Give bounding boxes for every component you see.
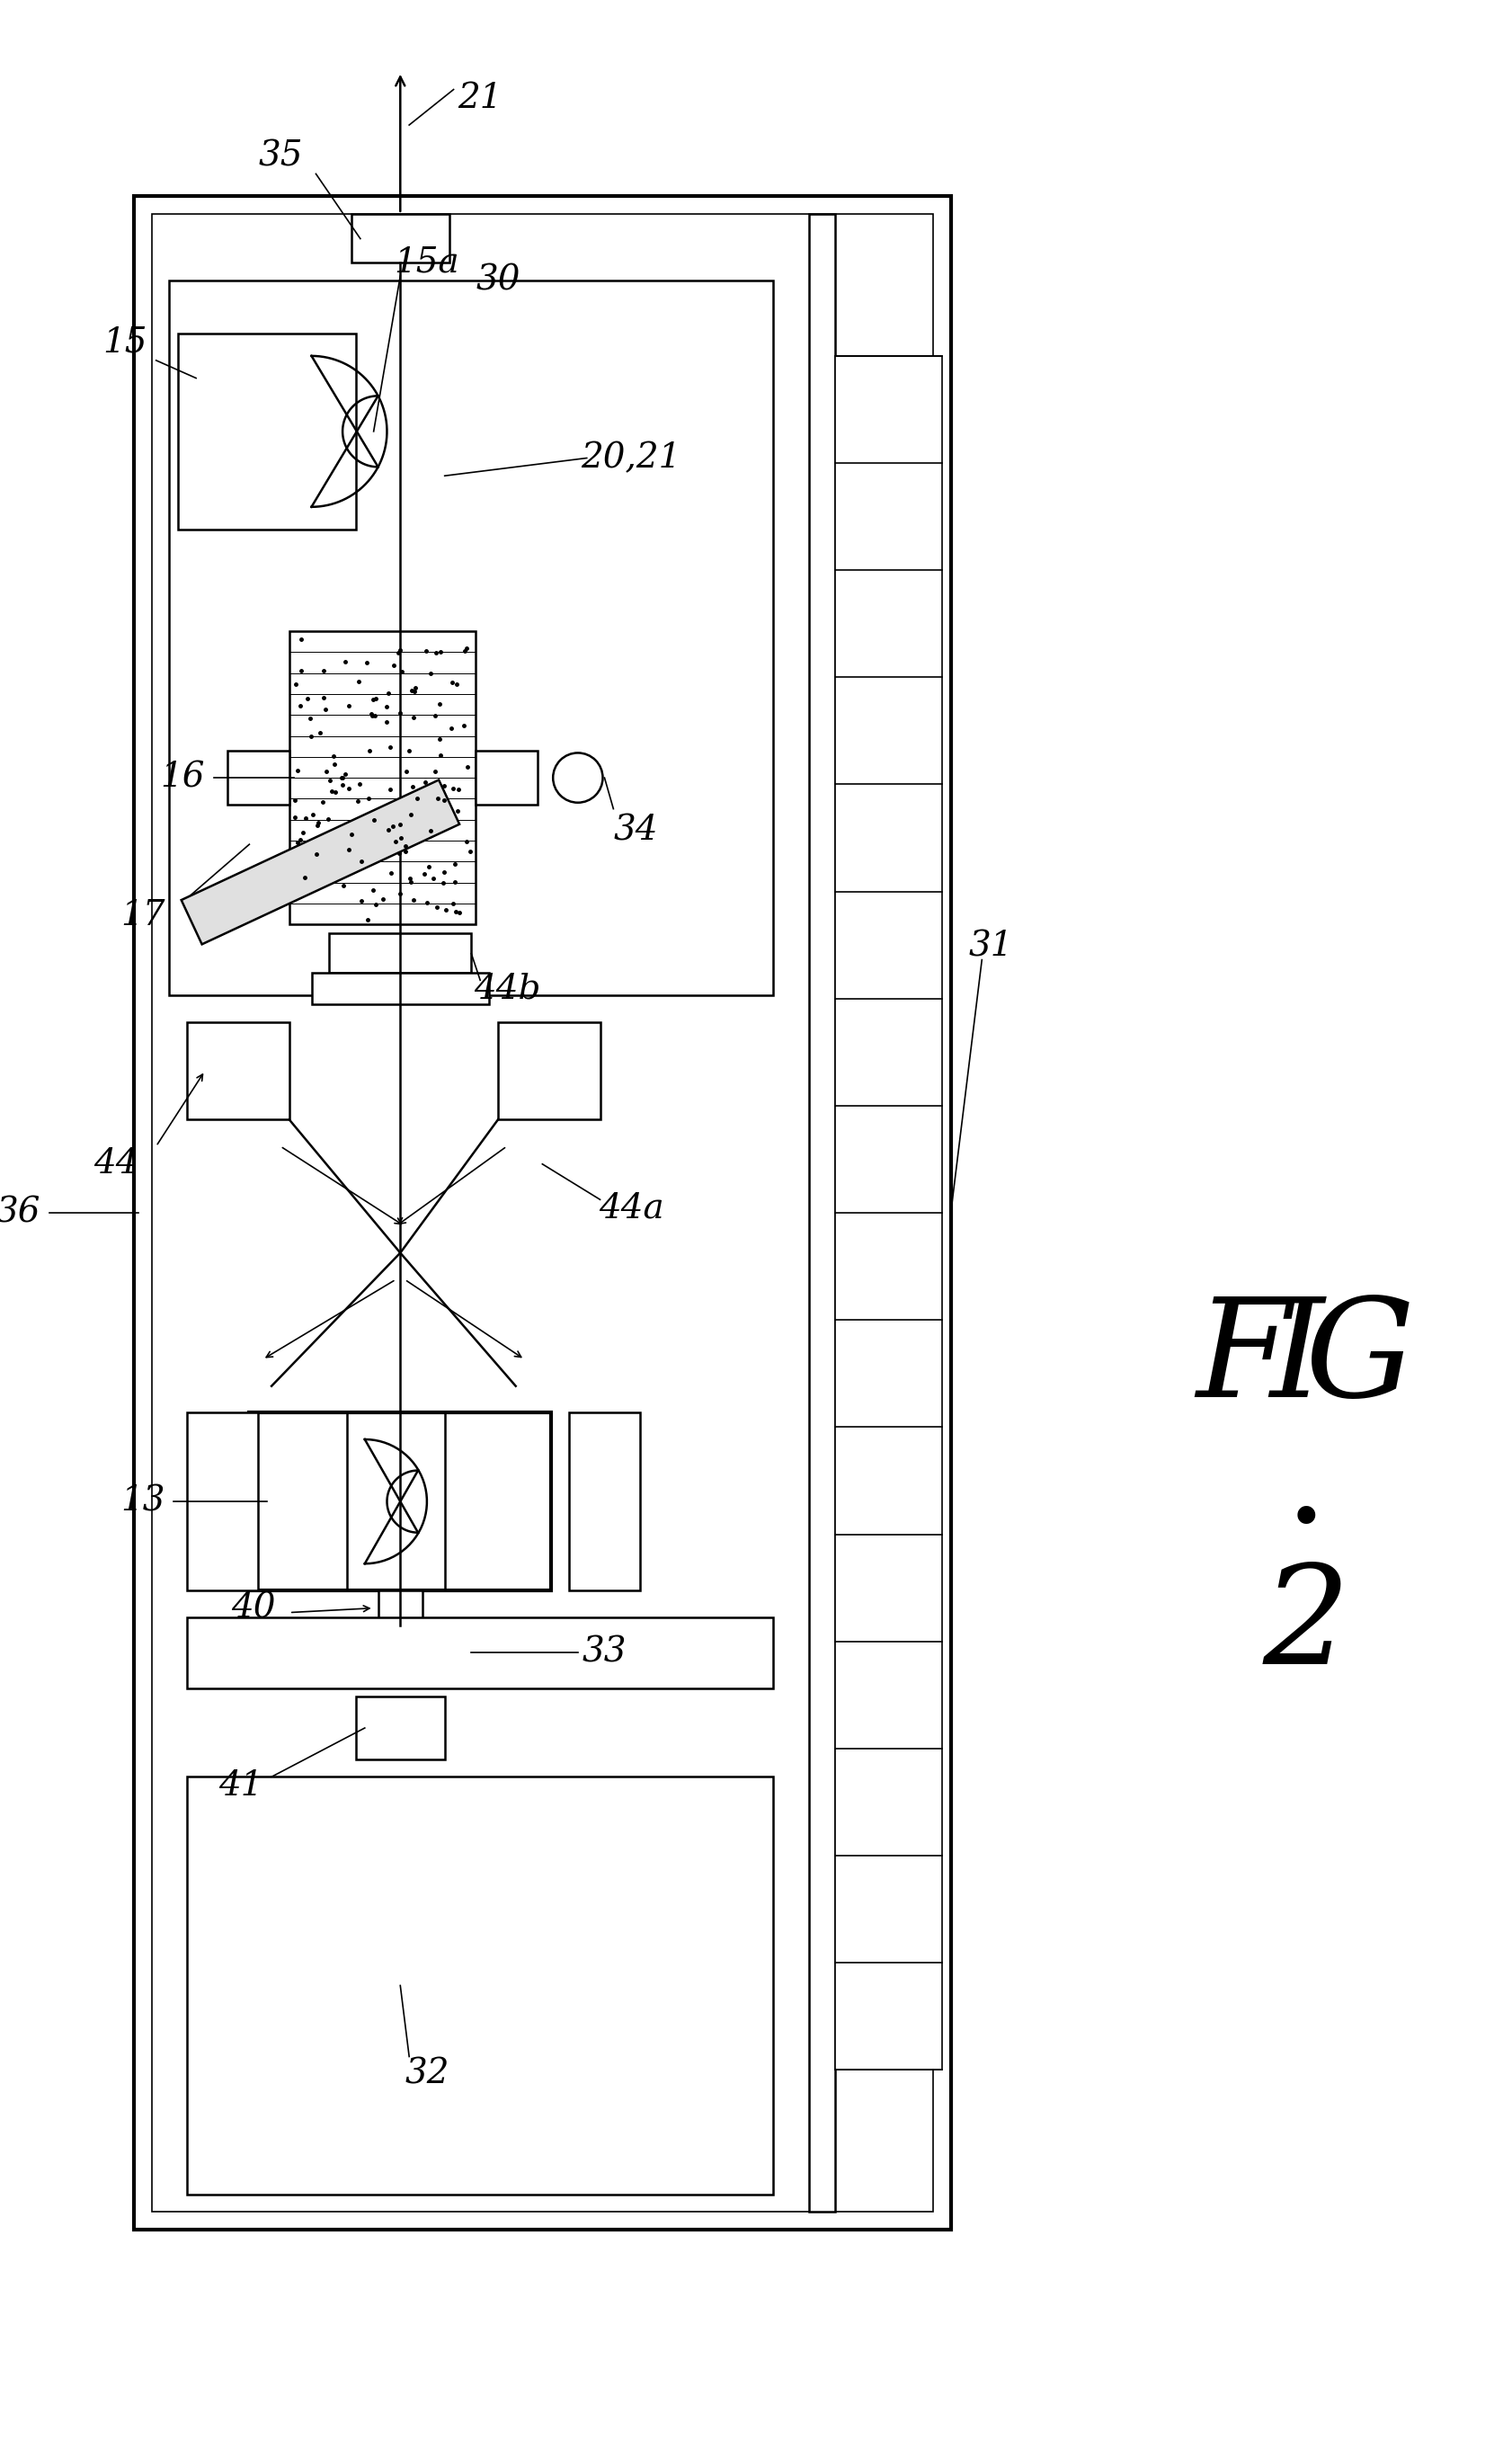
Bar (187, 1022, 289, 1120)
Text: 34: 34 (614, 815, 658, 847)
Bar (169, 281, 773, 996)
Text: 35: 35 (259, 139, 302, 173)
Bar (836, 356, 942, 2069)
Text: 30: 30 (476, 264, 520, 298)
Text: 44a: 44a (599, 1191, 664, 1225)
Text: 31: 31 (969, 930, 1013, 964)
Bar (249, 1413, 552, 1591)
Bar (311, 974, 488, 1005)
Bar (497, 1022, 600, 1120)
Text: 20,21: 20,21 (581, 442, 682, 476)
Text: 36: 36 (0, 1196, 41, 1230)
Polygon shape (181, 781, 460, 944)
Bar (178, 334, 355, 529)
Text: 17: 17 (121, 898, 165, 932)
Bar (330, 932, 472, 974)
Text: 2: 2 (1263, 1559, 1350, 1693)
Bar (227, 752, 289, 805)
Bar (569, 1413, 640, 1591)
Bar (135, 195, 951, 2230)
Bar (289, 632, 476, 925)
Text: 13: 13 (121, 1486, 165, 1518)
Text: 32: 32 (405, 2057, 449, 2091)
Bar (151, 215, 933, 2213)
Text: 44b: 44b (473, 974, 540, 1005)
Bar (476, 752, 538, 805)
Text: F: F (1196, 1293, 1291, 1425)
Text: 15: 15 (103, 327, 147, 359)
Bar (187, 1413, 259, 1591)
Bar (378, 1591, 422, 1625)
Bar (355, 1696, 445, 1759)
Bar (187, 1776, 773, 2194)
Bar (351, 215, 449, 264)
Text: 41: 41 (218, 1769, 263, 1803)
Text: 33: 33 (582, 1635, 627, 1669)
Text: 40: 40 (231, 1591, 277, 1625)
Text: I: I (1270, 1293, 1325, 1425)
Bar (187, 1618, 773, 1688)
Bar (809, 215, 836, 2213)
Text: .: . (1284, 1418, 1328, 1549)
Text: 15a: 15a (395, 246, 460, 278)
Text: 16: 16 (160, 761, 206, 795)
Text: 21: 21 (458, 83, 502, 115)
Text: G: G (1305, 1293, 1414, 1425)
Text: 44: 44 (94, 1147, 139, 1181)
